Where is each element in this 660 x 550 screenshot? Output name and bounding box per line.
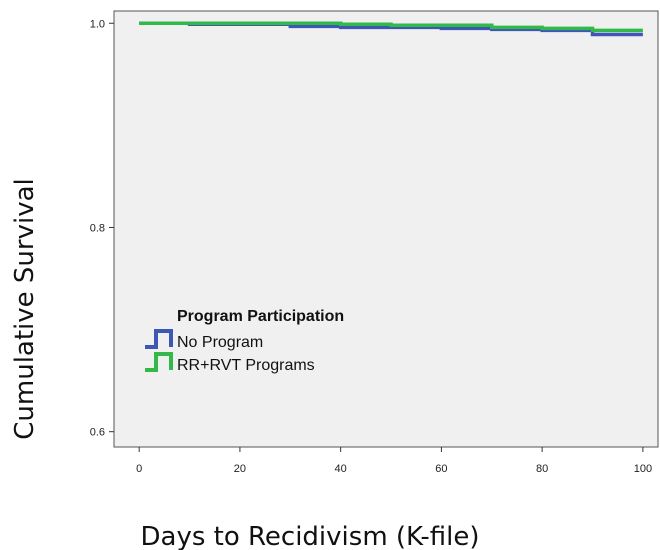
x-axis: 0 20 40 60 80 100 [136, 447, 652, 475]
x-tick-label: 60 [435, 463, 447, 475]
x-tick-label: 40 [335, 463, 347, 475]
x-tick-label: 100 [634, 463, 652, 475]
plot-area [113, 10, 659, 448]
series-lines [139, 21, 643, 37]
legend-swatch-rr-rvt-programs [145, 352, 173, 372]
series-line-rr-rvt-programs [139, 21, 643, 33]
y-axis-title: Cumulative Survival [10, 178, 40, 440]
legend-label-no-program: No Program [177, 334, 263, 351]
x-tick-label: 80 [536, 463, 548, 475]
y-tick-label: 0.6 [90, 427, 105, 439]
legend: Program Participation No Program RR+RVT P… [145, 308, 344, 374]
y-tick-label: 0.8 [90, 222, 105, 234]
y-tick-label: 1.0 [90, 18, 105, 30]
x-axis-title: Days to Recidivism (K-file) [141, 522, 480, 550]
legend-label-rr-rvt-programs: RR+RVT Programs [177, 357, 315, 374]
x-tick-label: 20 [234, 463, 246, 475]
legend-title: Program Participation [177, 308, 344, 325]
legend-swatch-no-program [145, 329, 173, 349]
x-tick-label: 0 [136, 463, 142, 475]
y-axis: 0.6 0.8 1.0 [90, 18, 114, 439]
